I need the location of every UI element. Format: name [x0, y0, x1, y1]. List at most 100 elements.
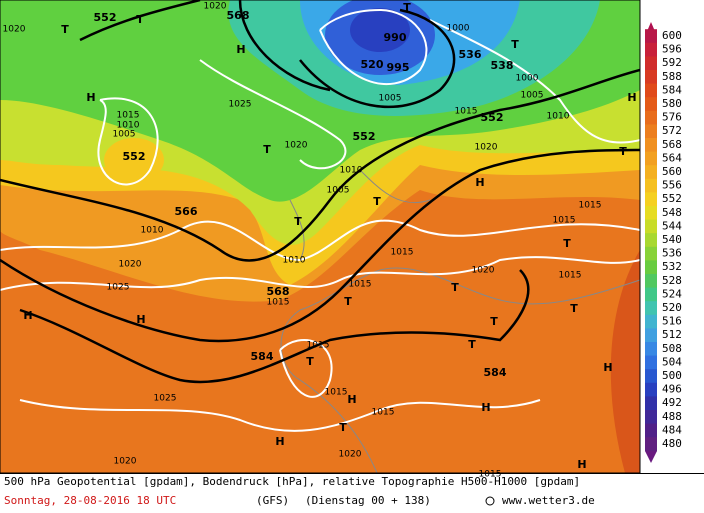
- contour-label: 1025: [229, 100, 252, 110]
- pressure-center: H: [23, 309, 32, 322]
- contour-label: 1010: [117, 121, 140, 131]
- scale-label: 504: [662, 355, 682, 368]
- scale-label: 540: [662, 233, 682, 246]
- scale-cell: [645, 97, 657, 112]
- map: [0, 0, 640, 473]
- scale-cell: [645, 206, 657, 221]
- scale-label: 548: [662, 206, 682, 219]
- footer-date: Sonntag, 28-08-2016 18 UTC: [4, 494, 176, 507]
- scale-label: 544: [662, 219, 682, 232]
- contour-label: 1005: [521, 91, 544, 101]
- footer-model: (GFS): [256, 494, 289, 507]
- scale-label: 584: [662, 83, 682, 96]
- scale-cell: [645, 29, 657, 44]
- pressure-center: T: [306, 355, 314, 368]
- scale-cell: [645, 151, 657, 166]
- contour-label: 1000: [447, 24, 470, 34]
- contour-label: 552: [94, 11, 117, 24]
- pressure-center: T: [490, 315, 498, 328]
- scale-label: 516: [662, 315, 682, 328]
- pressure-center: T: [468, 338, 476, 351]
- scale-label: 592: [662, 56, 682, 69]
- pressure-center: H: [236, 43, 245, 56]
- contour-label: 1020: [204, 2, 227, 12]
- scale-cell: [645, 287, 657, 302]
- contour-label: 1015: [267, 298, 290, 308]
- pressure-center: T: [344, 295, 352, 308]
- contour-label: 1015: [479, 470, 502, 480]
- scale-cell: [645, 70, 657, 85]
- contour-label: 1020: [114, 457, 137, 467]
- contour-label: 568: [267, 285, 290, 298]
- contour-label: 1005: [379, 94, 402, 104]
- contour-label: 552: [123, 150, 146, 163]
- pressure-center: H: [86, 91, 95, 104]
- scale-cell: [645, 382, 657, 397]
- site-icon: [485, 496, 495, 506]
- contour-label: 1005: [113, 130, 136, 140]
- scale-cell: [645, 342, 657, 357]
- contour-label: 1005: [327, 186, 350, 196]
- pressure-center: T: [619, 145, 627, 158]
- color-scale: 6005965925885845805765725685645605565525…: [645, 29, 682, 452]
- scale-cell: [645, 178, 657, 193]
- scale-label: 524: [662, 287, 682, 300]
- contour-label: 584: [484, 366, 507, 379]
- scale-label: 556: [662, 179, 682, 192]
- scale-label: 552: [662, 192, 682, 205]
- pressure-center: T: [403, 1, 411, 14]
- scale-cell: [645, 437, 657, 452]
- contour-label: 568: [227, 9, 250, 22]
- scale-label: 500: [662, 369, 682, 382]
- pressure-center: H: [577, 458, 586, 471]
- contour-label: 520: [361, 58, 384, 71]
- contour-label: 552: [481, 111, 504, 124]
- scale-label: 568: [662, 138, 682, 151]
- footer-description: 500 hPa Geopotential [gpdam], Bodendruck…: [4, 475, 580, 488]
- pressure-center: H: [627, 91, 636, 104]
- contour-label: 1020: [3, 25, 26, 35]
- pressure-center: H: [136, 313, 145, 326]
- scale-cell: [645, 423, 657, 438]
- pressure-center: T: [570, 302, 578, 315]
- pressure-center: H: [603, 361, 612, 374]
- geopotential: [0, 0, 640, 384]
- contour-label: 566: [175, 205, 198, 218]
- contour-label: 538: [491, 59, 514, 72]
- scale-cell: [645, 83, 657, 98]
- scale-label: 572: [662, 124, 682, 137]
- contour-label: 995: [387, 61, 410, 74]
- contour-label: 1025: [154, 394, 177, 404]
- pressure-center: T: [136, 13, 144, 26]
- pressure-center: H: [481, 401, 490, 414]
- scale-bottom-arrow: [645, 451, 657, 463]
- scale-cell: [645, 165, 657, 180]
- scale-label: 596: [662, 43, 682, 56]
- scale-cell: [645, 274, 657, 289]
- scale-label: 492: [662, 396, 682, 409]
- scale-cell: [645, 410, 657, 425]
- scale-cell: [645, 314, 657, 329]
- pressure-center: T: [373, 195, 381, 208]
- contour-label: 1015: [553, 216, 576, 226]
- contour-label: 1000: [516, 74, 539, 84]
- footer-site[interactable]: www.wetter3.de: [502, 494, 595, 507]
- scale-cell: [645, 369, 657, 384]
- scale-cell: [645, 42, 657, 57]
- contour-label: 1020: [472, 266, 495, 276]
- scale-cell: [645, 124, 657, 139]
- contour-label: 1015: [117, 111, 140, 121]
- scale-label: 600: [662, 29, 682, 42]
- contour-label: 1020: [339, 450, 362, 460]
- contour-label: 1015: [349, 280, 372, 290]
- scale-label: 532: [662, 260, 682, 273]
- scale-cell: [645, 355, 657, 370]
- contour-label: 1020: [119, 260, 142, 270]
- contour-label: 1010: [340, 166, 363, 176]
- contour-label: 552: [353, 130, 376, 143]
- contour-label: 1020: [475, 143, 498, 153]
- scale-label: 536: [662, 247, 682, 260]
- scale-label: 520: [662, 301, 682, 314]
- scale-label: 588: [662, 70, 682, 83]
